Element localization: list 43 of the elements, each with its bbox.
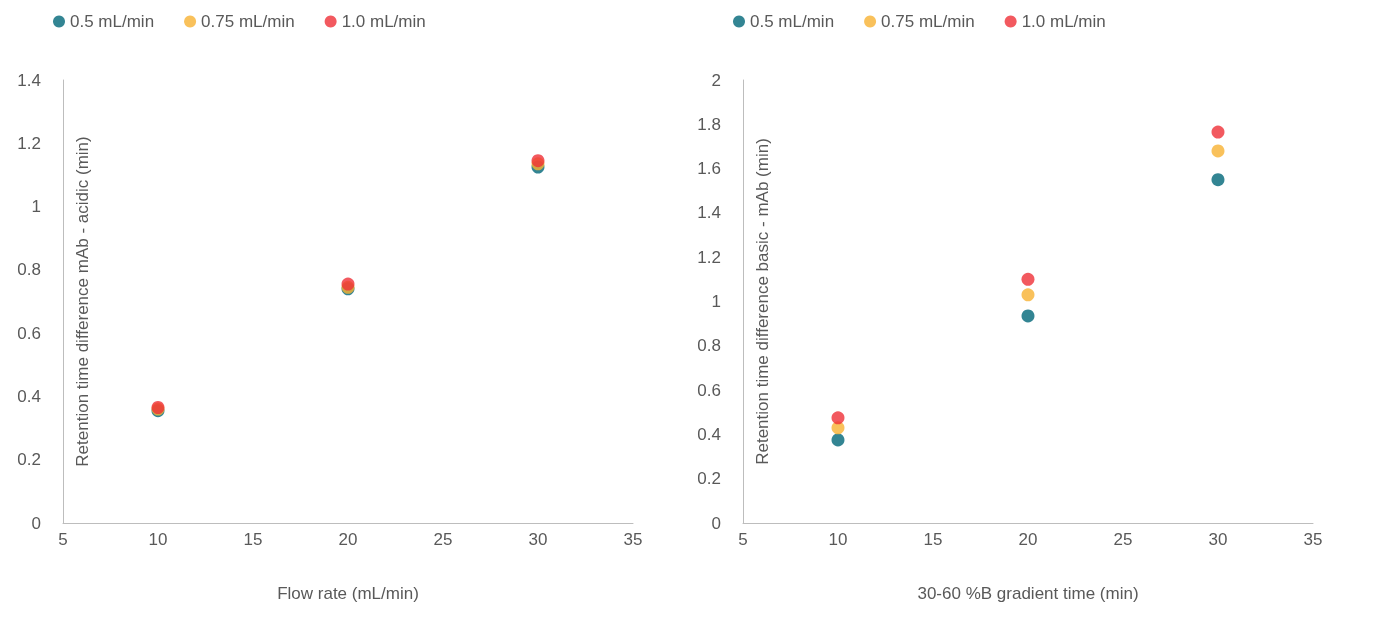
- y-tick-label: 0.4: [17, 386, 41, 406]
- x-tick-label: 15: [923, 530, 943, 549]
- y-tick-label: 0: [31, 513, 41, 533]
- x-tick-label: 5: [738, 530, 748, 549]
- y-tick-label: 0.8: [697, 336, 721, 356]
- legend-label: 0.5 mL/min: [70, 12, 155, 31]
- x-tick-label: 25: [1113, 530, 1133, 549]
- x-tick-label: 20: [1018, 530, 1038, 549]
- x-axis-title: Flow rate (mL/min): [277, 584, 419, 603]
- y-tick-label: 1: [711, 292, 721, 311]
- legend-label: 1.0 mL/min: [341, 12, 426, 31]
- y-tick-label: 2: [711, 70, 721, 90]
- y-tick-label: 0.2: [17, 450, 41, 470]
- x-tick-label: 10: [828, 530, 848, 549]
- y-tick-label: 0.6: [697, 380, 721, 400]
- y-tick-label: 0.4: [697, 424, 721, 444]
- x-tick-label: 30: [528, 530, 548, 549]
- y-axis-title: Retention time difference basic - mAb (min): [753, 138, 772, 465]
- y-tick-label: 1.2: [697, 247, 721, 267]
- legend-label: 0.5 mL/min: [750, 12, 835, 31]
- legend-label: 0.75 mL/min: [881, 12, 975, 31]
- y-tick-label: 1.4: [697, 203, 721, 223]
- x-tick-label: 30: [1208, 530, 1228, 549]
- y-tick-label: 0: [711, 513, 721, 533]
- x-tick-label: 35: [1303, 530, 1323, 549]
- x-tick-label: 25: [433, 530, 453, 549]
- y-tick-label: 0.6: [17, 323, 41, 343]
- y-axis-title: Retention time difference mAb - acidic (min): [73, 136, 92, 467]
- legend-label: 1.0 mL/min: [1021, 12, 1106, 31]
- y-tick-label: 0.2: [697, 469, 721, 489]
- y-tick-label: 1.2: [17, 133, 41, 153]
- x-axis-title: 30-60 %B gradient time (min): [917, 584, 1139, 603]
- x-tick-label: 35: [623, 530, 643, 549]
- y-tick-label: 0.8: [17, 260, 41, 280]
- y-tick-label: 1.4: [17, 70, 41, 90]
- x-tick-label: 20: [338, 530, 358, 549]
- x-tick-label: 10: [148, 530, 168, 549]
- y-tick-label: 1: [31, 197, 41, 217]
- y-tick-label: 1.8: [697, 114, 721, 134]
- legend-label: 0.75 mL/min: [201, 12, 295, 31]
- x-tick-label: 15: [243, 530, 263, 549]
- x-tick-label: 5: [58, 530, 68, 549]
- y-tick-label: 1.6: [697, 159, 721, 179]
